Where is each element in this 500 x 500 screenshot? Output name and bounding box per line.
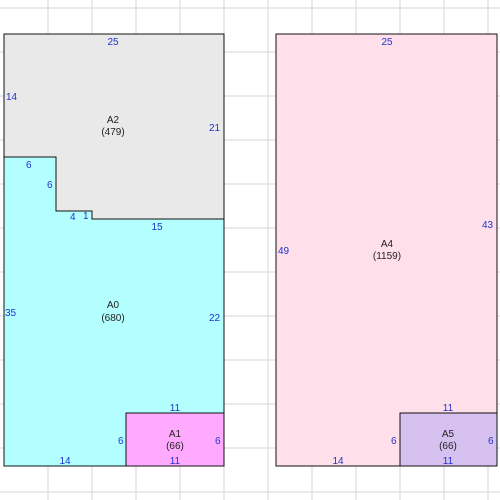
dimension-label: 14 [6, 92, 18, 103]
dimension-label: 14 [332, 456, 344, 467]
dimension-label: 6 [215, 436, 221, 447]
room-A4[interactable] [275, 33, 498, 467]
dimension-label: 22 [209, 313, 221, 324]
dimension-label: 6 [26, 160, 32, 171]
dimension-label: 11 [443, 456, 454, 467]
dimension-label: 11 [443, 403, 454, 414]
panel-right: A4 (1159) A5 (66) 25 49 43 11 6 6 14 11 [275, 33, 498, 467]
dimension-label: 6 [118, 436, 124, 447]
room-A5[interactable] [399, 412, 498, 467]
dimension-label: 1 [83, 211, 89, 222]
dimension-label: 11 [170, 403, 181, 414]
panel-left: A2 (479) A0 (680) A1 (66) 25 14 21 6 6 4… [3, 33, 225, 467]
room-A4-area: (1159) [373, 251, 401, 262]
room-A1-area: (66) [166, 441, 184, 452]
room-A0-name: A0 [107, 300, 120, 311]
dimension-label: 6 [488, 436, 494, 447]
room-A5-name: A5 [442, 429, 455, 440]
dimension-label: 15 [151, 222, 163, 233]
dimension-label: 14 [59, 456, 71, 467]
dimension-label: 6 [47, 180, 53, 191]
dimension-label: 25 [381, 37, 393, 48]
dimension-label: 43 [482, 220, 494, 231]
room-A0-area: (680) [101, 313, 124, 324]
dimension-label: 49 [278, 246, 290, 257]
room-A2-name: A2 [107, 115, 120, 126]
room-A4-name: A4 [381, 239, 394, 250]
room-A1-name: A1 [169, 429, 182, 440]
room-A5-area: (66) [439, 441, 457, 452]
dimension-label: 21 [209, 123, 221, 134]
dimension-label: 4 [70, 212, 76, 223]
dimension-label: 25 [107, 37, 119, 48]
room-A1[interactable] [125, 412, 225, 467]
room-A0[interactable] [3, 156, 225, 467]
dimension-label: 11 [170, 456, 181, 467]
dimension-label: 6 [391, 436, 397, 447]
dimension-label: 35 [5, 308, 17, 319]
room-A2-area: (479) [101, 127, 124, 138]
